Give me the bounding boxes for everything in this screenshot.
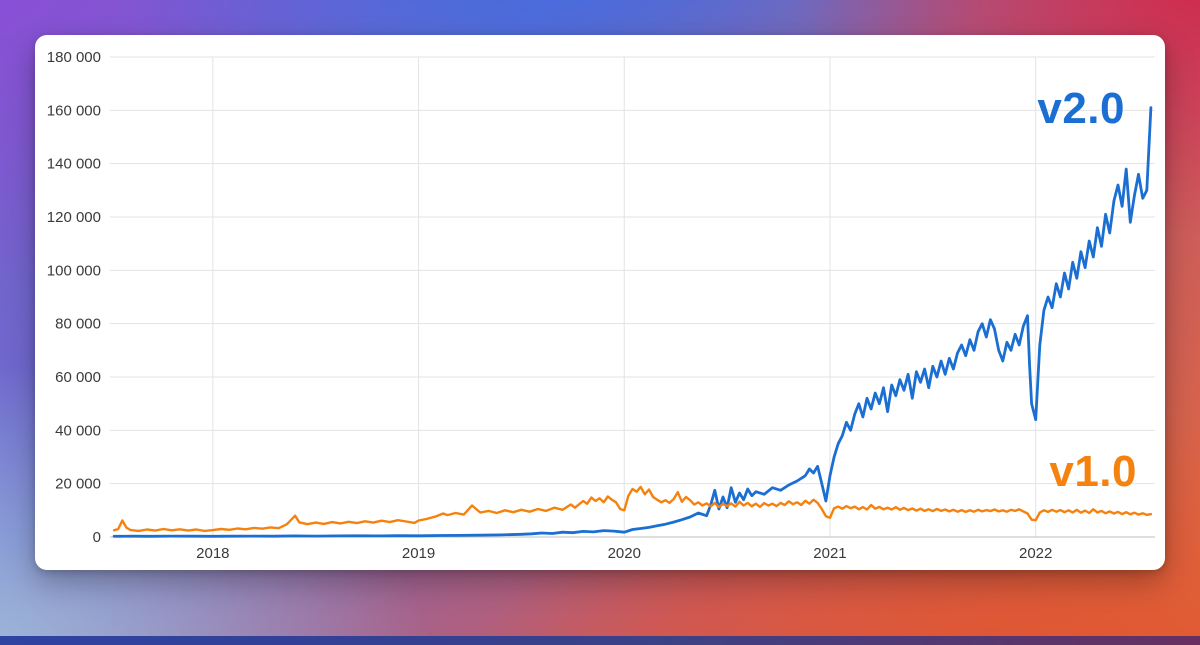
series-line-v1-0	[112, 485, 1153, 533]
y-tick-label: 160 000	[47, 102, 101, 119]
y-tick-label: 80 000	[55, 316, 101, 333]
x-tick-label: 2018	[196, 545, 229, 562]
y-tick-label: 0	[93, 529, 101, 546]
chart-card: 2018 2019 2020 2021 2022 0 20 000 40 000 60 000 8…	[35, 35, 1165, 570]
series-label-v2: v2.0	[1037, 84, 1125, 133]
x-tick-label: 2020	[608, 545, 641, 562]
line-chart: 2018 2019 2020 2021 2022 0 20 000 40 000 60 000 8…	[47, 49, 1155, 562]
series-label-v1: v1.0	[1049, 447, 1137, 496]
x-tick-label: 2021	[813, 545, 846, 562]
series-line-v2-0	[112, 106, 1153, 538]
y-tick-label: 140 000	[47, 156, 101, 173]
y-tick-label: 100 000	[47, 262, 101, 279]
background-bottom-strip	[0, 636, 1200, 645]
x-tick-label: 2022	[1019, 545, 1052, 562]
y-tick-label: 120 000	[47, 209, 101, 226]
y-tick-label: 20 000	[55, 476, 101, 493]
x-tick-label: 2019	[402, 545, 435, 562]
y-tick-label: 60 000	[55, 369, 101, 386]
y-tick-label: 180 000	[47, 49, 101, 66]
y-tick-label: 40 000	[55, 422, 101, 439]
